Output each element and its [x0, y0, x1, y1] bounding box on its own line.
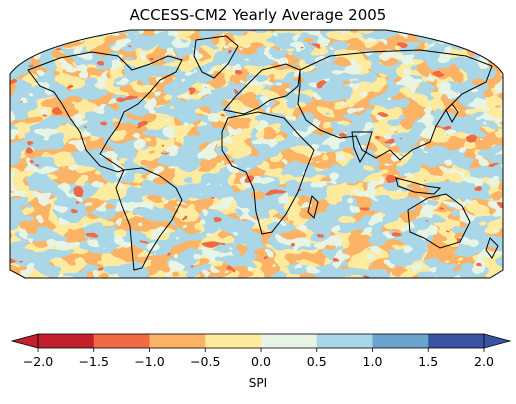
australia-coast: [407, 193, 471, 249]
colorbar-tick-label: 2.0: [474, 354, 494, 369]
colorbar-tick-label: −0.5: [190, 354, 220, 369]
colorbar-tick-label: −1.0: [134, 354, 164, 369]
colorbar-bin: [38, 334, 95, 348]
south-america-coast: [115, 167, 183, 271]
colorbar: [10, 333, 512, 349]
madagascar-coast: [307, 195, 319, 219]
colorbar-tick-label: 0.5: [307, 354, 327, 369]
greenland-coast: [193, 35, 239, 79]
colorbar-label: SPI: [248, 376, 268, 390]
colorbar-tick-label: 1.0: [363, 354, 383, 369]
colorbar-bin: [428, 334, 485, 348]
colorbar-bin: [149, 334, 206, 348]
colorbar-bin: [261, 334, 318, 348]
europe-coast: [223, 63, 301, 115]
colorbar-tick-label: 0.0: [251, 354, 271, 369]
colorbar-extend-high: [483, 333, 512, 349]
colorbar-tick-label: −1.5: [79, 354, 109, 369]
new-zealand-coast: [485, 237, 499, 259]
spi-contours: [10, 30, 503, 278]
japan-coast: [445, 103, 459, 124]
spi-contour-layer: [10, 30, 503, 278]
asia-coast: [297, 49, 493, 161]
map-title: ACCESS-CM2 Yearly Average 2005: [129, 6, 387, 24]
coastlines: [27, 35, 499, 271]
colorbar-extend-low: [10, 333, 39, 349]
colorbar-tick-label: −2.0: [23, 354, 53, 369]
india-coast: [351, 131, 373, 164]
colorbar-bin: [205, 334, 262, 348]
map-frame: [9, 29, 504, 279]
colorbar-bin: [93, 334, 150, 348]
africa-coast: [221, 111, 315, 235]
colorbar-bin: [372, 334, 429, 348]
colorbar-tick-label: 1.5: [418, 354, 438, 369]
colorbar-ticks: −2.0 −1.5 −1.0 −0.5 0.0 0.5 1.0 1.5 2.0: [23, 348, 494, 369]
spi-field: [10, 30, 503, 278]
indonesia-coast: [395, 177, 442, 195]
north-america-coast: [27, 51, 183, 173]
colorbar-bin: [316, 334, 373, 348]
